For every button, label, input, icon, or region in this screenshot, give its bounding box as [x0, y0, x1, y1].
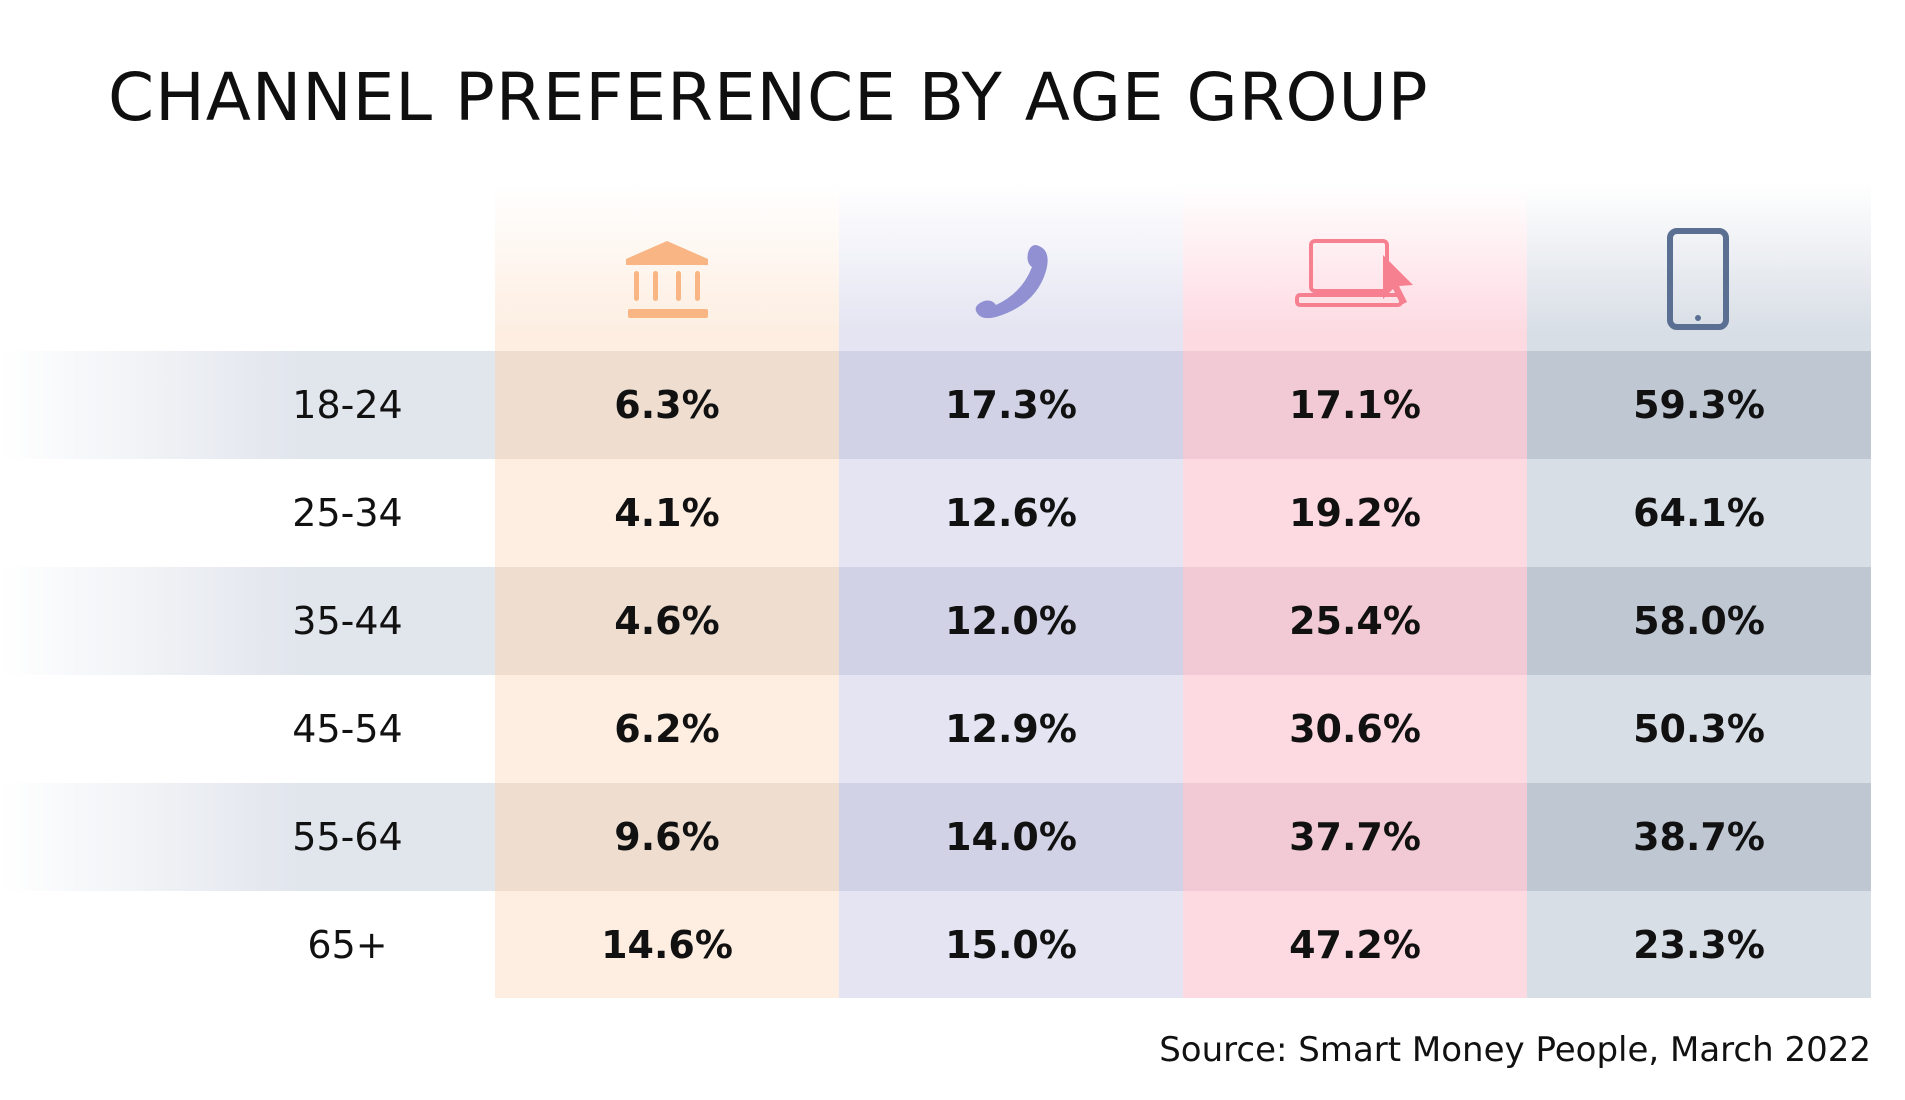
row-band-cell [1527, 567, 1871, 675]
value-cell-laptop: 30.6% [1289, 707, 1421, 751]
age-group-label: 55-64 [292, 815, 403, 859]
row-band-cell [1183, 351, 1527, 459]
chart-title: CHANNEL PREFERENCE BY AGE GROUP [108, 59, 1429, 136]
row-band-cell [495, 351, 839, 459]
age-group-label: 18-24 [292, 383, 403, 427]
row-band-cell [1527, 351, 1871, 459]
age-group-label: 35-44 [292, 599, 403, 643]
value-cell-mobile: 23.3% [1633, 923, 1765, 967]
value-cell-bank: 4.1% [614, 491, 720, 535]
value-cell-laptop: 17.1% [1289, 383, 1421, 427]
row-band-cell [839, 567, 1183, 675]
laptop-cursor-icon [1183, 225, 1527, 335]
row-band-cell [1183, 783, 1527, 891]
row-band [0, 783, 1871, 891]
row-band-cell [839, 783, 1183, 891]
row-band-cell [495, 783, 839, 891]
value-cell-bank: 9.6% [614, 815, 720, 859]
value-cell-mobile: 59.3% [1633, 383, 1765, 427]
mobile-icon [1527, 225, 1871, 335]
value-cell-phone: 14.0% [945, 815, 1077, 859]
value-cell-bank: 6.3% [614, 383, 720, 427]
phone-icon [839, 225, 1183, 335]
value-cell-laptop: 19.2% [1289, 491, 1421, 535]
age-group-label: 65+ [307, 923, 388, 967]
value-cell-mobile: 64.1% [1633, 491, 1765, 535]
age-group-label: 45-54 [292, 707, 403, 751]
value-cell-mobile: 38.7% [1633, 815, 1765, 859]
value-cell-phone: 15.0% [945, 923, 1077, 967]
value-cell-phone: 17.3% [945, 383, 1077, 427]
row-band-cell [1183, 567, 1527, 675]
value-cell-bank: 4.6% [614, 599, 720, 643]
age-group-label: 25-34 [292, 491, 403, 535]
value-cell-phone: 12.9% [945, 707, 1077, 751]
row-band-cell [495, 567, 839, 675]
row-band-cell [839, 351, 1183, 459]
value-cell-laptop: 47.2% [1289, 923, 1421, 967]
value-cell-laptop: 37.7% [1289, 815, 1421, 859]
row-band-cell [1527, 783, 1871, 891]
row-band [0, 567, 1871, 675]
bank-icon [495, 225, 839, 335]
value-cell-mobile: 58.0% [1633, 599, 1765, 643]
value-cell-mobile: 50.3% [1633, 707, 1765, 751]
value-cell-laptop: 25.4% [1289, 599, 1421, 643]
source-note: Source: Smart Money People, March 2022 [1159, 1030, 1871, 1070]
value-cell-bank: 14.6% [601, 923, 733, 967]
value-cell-phone: 12.0% [945, 599, 1077, 643]
value-cell-bank: 6.2% [614, 707, 720, 751]
row-band [0, 351, 1871, 459]
value-cell-phone: 12.6% [945, 491, 1077, 535]
